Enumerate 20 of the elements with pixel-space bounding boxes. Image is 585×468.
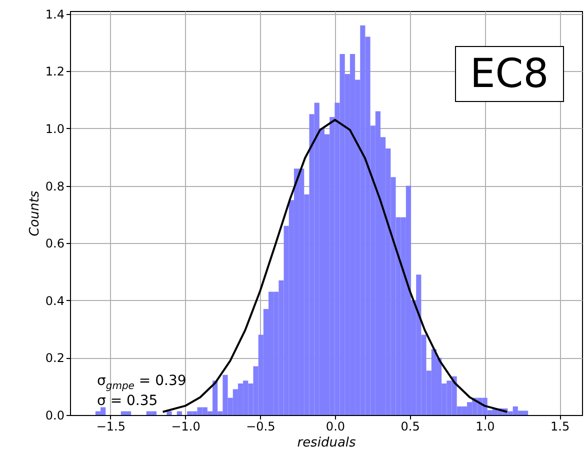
x-tick-label: −0.5 bbox=[246, 420, 276, 434]
x-tick-label: 0.0 bbox=[326, 420, 346, 434]
annotation: σ$_{gmpe}$ = 0.39 bbox=[97, 373, 186, 392]
y-tick-label: 1.0 bbox=[45, 122, 64, 136]
y-tick-label: 0.8 bbox=[45, 179, 64, 194]
x-tick-label: −1.0 bbox=[171, 420, 200, 434]
y-tick-label: 0.0 bbox=[45, 408, 64, 422]
x-tick-label: 1.5 bbox=[550, 420, 570, 434]
annotation: σ = 0.35 bbox=[97, 393, 158, 409]
x-tick-label: 1.0 bbox=[476, 420, 495, 434]
y-tick-label: 0.4 bbox=[45, 294, 64, 308]
y-axis-title: Counts bbox=[27, 190, 42, 236]
y-tick-label: 0.2 bbox=[45, 351, 64, 366]
y-tick-label: 1.4 bbox=[45, 7, 64, 22]
x-tick-label: −1.5 bbox=[96, 420, 126, 434]
y-tick-label: 1.2 bbox=[45, 64, 64, 79]
annotation: EC8 bbox=[455, 46, 564, 102]
x-axis-title: residuals bbox=[297, 436, 356, 450]
y-tick-label: 0.6 bbox=[45, 236, 64, 251]
x-tick-label: 0.5 bbox=[400, 420, 420, 434]
